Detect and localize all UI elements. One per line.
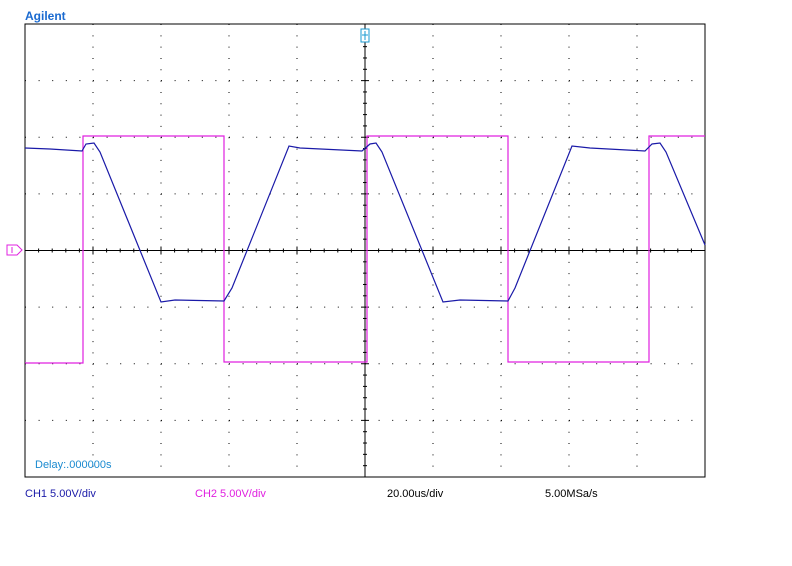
ground-marker-shape (6, 244, 23, 256)
ch1-scale: CH1 5.00V/div (25, 488, 96, 500)
ground-marker (6, 244, 23, 256)
delay-label: Delay:.000000s (35, 459, 112, 471)
brand-label: Agilent (25, 9, 66, 23)
trigger-marker (360, 28, 370, 43)
ch1-waveform (24, 142, 706, 303)
timebase: 20.00us/div (387, 488, 444, 500)
ch2-waveform (25, 135, 705, 364)
sample-rate: 5.00MSa/s (545, 488, 598, 500)
ch2-scale: CH2 5.00V/div (195, 488, 266, 500)
